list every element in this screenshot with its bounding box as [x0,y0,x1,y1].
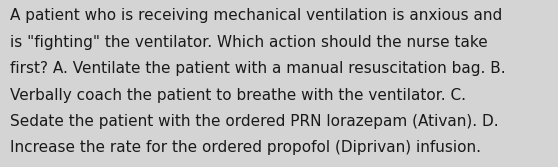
Text: A patient who is receiving mechanical ventilation is anxious and: A patient who is receiving mechanical ve… [10,8,502,23]
Text: Verbally coach the patient to breathe with the ventilator. C.: Verbally coach the patient to breathe wi… [10,88,466,103]
Text: Increase the rate for the ordered propofol (Diprivan) infusion.: Increase the rate for the ordered propof… [10,140,481,155]
Text: is "fighting" the ventilator. Which action should the nurse take: is "fighting" the ventilator. Which acti… [10,35,488,50]
Text: Sedate the patient with the ordered PRN lorazepam (Ativan). D.: Sedate the patient with the ordered PRN … [10,114,499,129]
Text: first? A. Ventilate the patient with a manual resuscitation bag. B.: first? A. Ventilate the patient with a m… [10,61,506,76]
